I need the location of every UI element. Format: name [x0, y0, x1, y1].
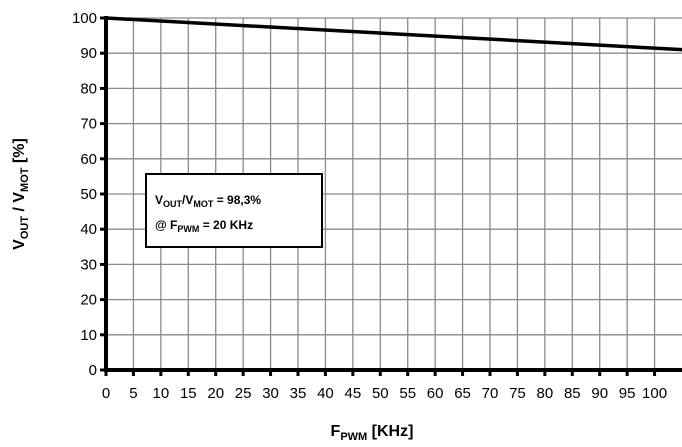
- series-line: [104, 16, 682, 52]
- y-tick-label: 50: [80, 186, 97, 203]
- y-tick-label: 10: [80, 327, 97, 344]
- x-tick-label: 55: [399, 385, 416, 402]
- annotation-line-2: @ FPWM = 20 KHz: [155, 218, 253, 234]
- x-tick-label: 60: [427, 385, 444, 402]
- x-axis-title: FPWM [KHz]: [331, 423, 414, 443]
- plot-lines: [104, 16, 682, 52]
- x-tick-label: 90: [591, 385, 608, 402]
- x-tick-labels: 0 5 10 15 20 25 30 35 40 45 50 55 60 65 70 75 80 85 90 95 10…: [102, 385, 667, 402]
- x-tick-label: 20: [207, 385, 224, 402]
- y-tick-label: 20: [80, 292, 97, 309]
- y-tick-label: 90: [80, 45, 97, 62]
- x-tick-label: 5: [129, 385, 137, 402]
- x-tick-label: 15: [180, 385, 197, 402]
- x-tick-label: 95: [619, 385, 636, 402]
- annotation-line-1: VOUT/VMOT = 98,3%: [155, 193, 261, 209]
- y-tick-label: 80: [80, 80, 97, 97]
- tick-marks: [100, 16, 657, 376]
- y-tick-label: 60: [80, 151, 97, 168]
- x-tick-label: 100: [642, 385, 667, 402]
- grid-lines: [106, 17, 682, 370]
- y-axis-title: VOUT / VMOT [%]: [11, 138, 31, 250]
- x-tick-label: 70: [482, 385, 499, 402]
- y-tick-label: 100: [72, 10, 97, 27]
- annotation-box: VOUT/VMOT = 98,3% @ FPWM = 20 KHz: [145, 173, 323, 248]
- y-tick-label: 30: [80, 256, 97, 273]
- x-tick-label: 0: [102, 385, 110, 402]
- y-tick-label: 70: [80, 116, 97, 133]
- x-tick-label: 50: [372, 385, 389, 402]
- x-tick-label: 45: [345, 385, 362, 402]
- y-tick-labels: 0 10 20 30 40 50 60 70 80 90 100: [72, 10, 97, 379]
- x-tick-label: 40: [317, 385, 334, 402]
- x-tick-label: 10: [153, 385, 170, 402]
- y-tick-label: 0: [89, 362, 97, 379]
- x-tick-label: 35: [290, 385, 307, 402]
- x-tick-label: 25: [235, 385, 252, 402]
- x-tick-label: 85: [564, 385, 581, 402]
- x-tick-label: 65: [454, 385, 471, 402]
- x-tick-label: 30: [262, 385, 279, 402]
- y-tick-label: 40: [80, 221, 97, 238]
- x-tick-label: 75: [509, 385, 526, 402]
- x-tick-label: 80: [537, 385, 554, 402]
- annotation-frame: [145, 173, 323, 248]
